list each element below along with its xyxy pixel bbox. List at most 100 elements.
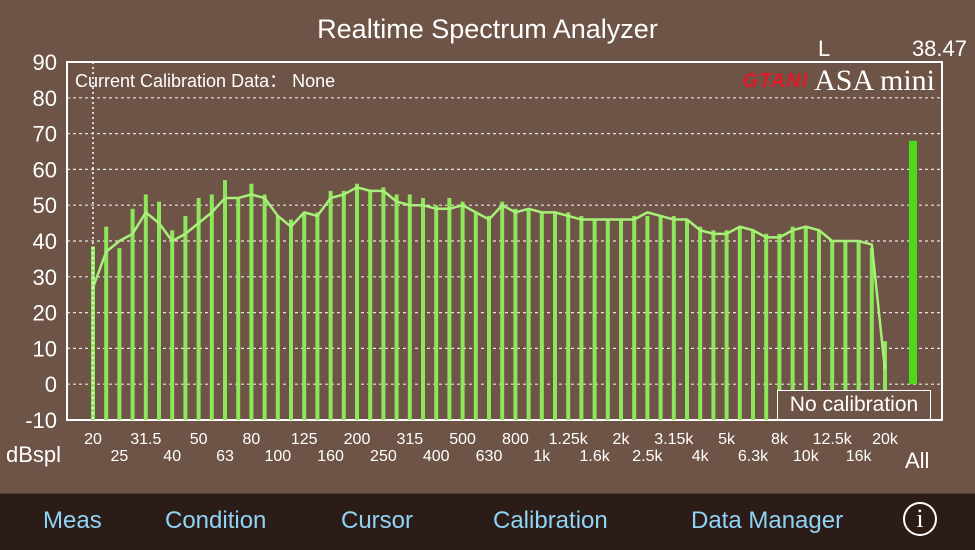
overall-level-readout: 38.47 [911,36,967,61]
band-bar [698,226,703,420]
band-bar [605,219,610,420]
band-bar [473,212,478,420]
y-tick-label: 70 [33,122,57,147]
line-series [91,186,887,371]
tab-meas[interactable]: Meas [43,507,102,534]
x-tick-label: 800 [502,431,529,448]
x-tick-label: 8k [771,431,789,448]
bottom-tab-bar: Meas Condition Cursor Calibration Data M… [0,493,975,550]
band-bar [553,212,557,420]
x-tick-label: 250 [370,448,397,465]
spectrum-line [91,186,887,371]
y-tick-label: 50 [33,193,57,218]
x-tick-label: 2.5k [632,448,663,465]
x-tick-label: 1.25k [549,431,589,448]
band-bar [685,219,689,420]
x-tick-label: 315 [396,431,423,448]
x-tick-label: 4k [692,448,710,465]
y-tick-label: 40 [33,229,57,254]
band-bar [487,215,491,420]
y-tick-label: 60 [33,157,57,182]
band-bar [407,194,412,420]
x-tick-label: 6.3k [738,448,769,465]
x-tick-label: 200 [344,431,371,448]
band-bar [803,226,808,420]
y-tick-label: -10 [25,408,57,433]
band-bar [117,248,122,420]
band-bar [500,201,505,420]
band-bar [566,212,571,420]
x-tick-label: 125 [291,431,318,448]
band-bar [737,226,742,420]
all-band-label: All [905,448,930,473]
plot-frame [66,61,943,421]
tab-condition[interactable]: Condition [165,507,267,534]
band-bar [751,230,755,420]
x-tick-label: 50 [190,431,208,448]
band-bar [355,183,359,420]
y-axis-unit-label: dBspl [6,442,62,467]
y-tick-label: 0 [45,372,57,397]
x-tick-label: 31.5 [130,431,161,448]
x-tick-label: 16k [846,448,873,465]
band-bar [671,215,676,420]
band-bar [711,230,716,420]
band-bar [209,194,214,420]
band-bar [170,230,175,420]
band-bar [883,341,887,420]
band-bar [856,241,861,420]
tab-data-manager[interactable]: Data Manager [691,507,844,534]
band-bar [368,190,373,420]
x-tick-label: 25 [111,448,129,465]
band-bar [619,219,623,420]
band-bar [869,248,874,420]
x-tick-label: 12.5k [813,431,853,448]
band-bar [777,233,782,420]
x-tick-label: 5k [718,431,736,448]
band-bar [658,215,663,420]
band-bar [157,201,161,420]
band-bar [341,190,346,420]
band-bar [434,205,439,420]
brand-logo-mark: GTANI [742,69,809,92]
x-tick-label: 20k [872,431,899,448]
band-bar [104,226,109,420]
band-bar [724,230,729,420]
x-tick-label: 40 [163,448,181,465]
all-band-bar [909,140,917,385]
band-bar [539,212,544,420]
info-icon[interactable]: i [903,502,937,536]
band-bar [275,215,280,420]
band-bar [579,215,584,420]
x-tick-label: 1.6k [579,448,610,465]
band-bar [302,212,307,420]
brand-model-name: ASA mini [814,64,935,97]
band-bar [790,226,795,420]
band-bar [421,198,425,420]
calibration-status-label: Current Calibration Data： None [75,71,336,91]
band-bar [315,212,320,420]
band-bar [394,194,399,420]
band-bars [91,140,917,420]
x-tick-label: 630 [476,448,503,465]
band-bar [196,198,201,420]
band-bar [381,187,386,420]
no-calibration-badge: No calibration [777,390,931,420]
band-bar [262,194,267,420]
y-tick-label: 30 [33,265,57,290]
band-bar [460,201,465,420]
band-bar [447,198,452,420]
tab-cursor[interactable]: Cursor [341,507,414,534]
x-tick-label: 80 [243,431,261,448]
band-bar [249,183,254,420]
tab-calibration[interactable]: Calibration [493,507,608,534]
y-tick-label: 80 [33,86,57,111]
x-axis-ticks: 20 31.5 50 80 125 200 315 500 800 1.25k 2k 3.15k 5k 8… [84,431,899,465]
band-bar [513,208,518,420]
x-tick-label: 10k [793,448,820,465]
x-tick-label: 160 [317,448,344,465]
band-bar [236,198,241,420]
x-tick-label: 2k [613,431,631,448]
band-bar [632,215,637,420]
